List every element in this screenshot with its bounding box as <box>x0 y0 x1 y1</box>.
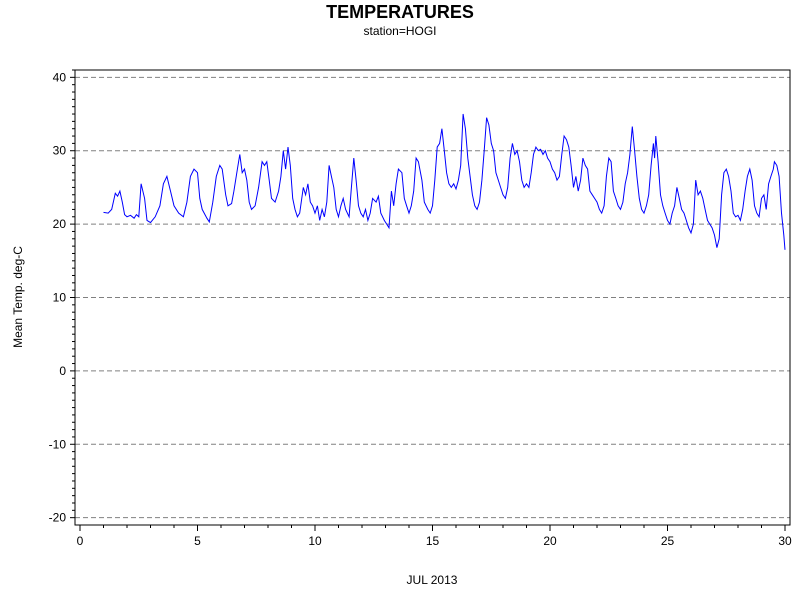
plot-frame <box>74 69 791 526</box>
x-tick-label: 15 <box>426 534 440 548</box>
y-tick-label: 40 <box>53 70 67 84</box>
x-axis-label: JUL 2013 <box>406 573 458 587</box>
y-tick-label: -10 <box>49 437 67 451</box>
x-tick-label: 25 <box>661 534 675 548</box>
series-layer <box>103 113 786 250</box>
series-line <box>103 113 786 250</box>
grid-lines <box>75 76 790 519</box>
chart-subtitle: station=HOGI <box>363 24 437 38</box>
chart-title: TEMPERATURES <box>326 2 474 22</box>
y-tick-label: -20 <box>49 511 67 525</box>
x-tick-label: 10 <box>308 534 322 548</box>
x-tick-label: 30 <box>778 534 792 548</box>
y-tick-label: 30 <box>53 144 67 158</box>
x-tick-label: 0 <box>77 534 84 548</box>
y-tick-label: 0 <box>59 364 66 378</box>
y-tick-label: 10 <box>53 291 67 305</box>
y-tick-label: 20 <box>53 217 67 231</box>
x-tick-label: 20 <box>543 534 557 548</box>
x-tick-label: 5 <box>194 534 201 548</box>
axes: -20 -10 0 10 20 30 40 0 5 10 15 20 25 30 <box>49 69 792 548</box>
